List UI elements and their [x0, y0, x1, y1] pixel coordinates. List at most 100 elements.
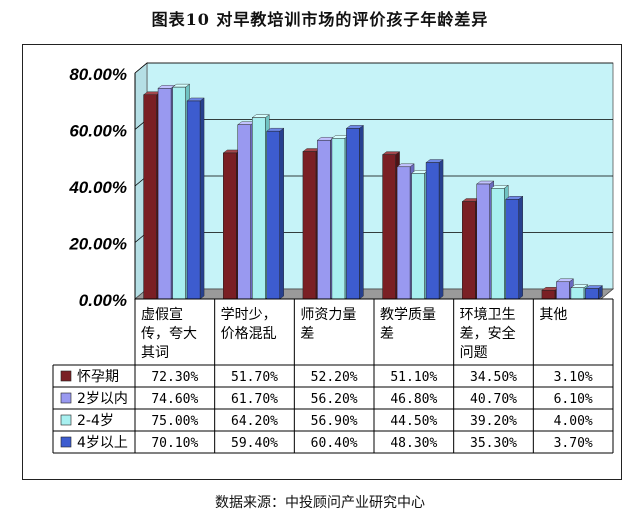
category-label-line: 师资力量	[300, 307, 356, 323]
bar-side	[359, 124, 364, 300]
data-label: 52.20%	[311, 370, 358, 385]
bar-5-3	[584, 285, 604, 300]
category-label-line: 差	[300, 326, 314, 342]
bar-4-3	[505, 195, 524, 300]
plot-back-layer	[133, 62, 615, 300]
category-label-line: 传，夸大	[141, 326, 197, 342]
bar	[570, 287, 585, 300]
gridline-side	[134, 62, 148, 74]
category-label: 学时少， 价格混乱	[221, 307, 277, 342]
bar	[237, 124, 251, 300]
bar-chart: 0.00%20.00%40.00%60.00%80.00% 虚假宣传，夸大其词学…	[52, 62, 615, 454]
category-label-line: 其词	[141, 345, 169, 361]
category-label-line: 其他	[539, 307, 567, 323]
bar	[505, 199, 519, 300]
data-label: 59.40%	[231, 436, 278, 451]
legend-label: 4岁以上	[77, 435, 128, 451]
y-tick-label: 80.00%	[69, 65, 127, 84]
y-tick-label: 0.00%	[79, 291, 127, 310]
source-note: 数据来源：中投顾问产业研究中心	[215, 495, 425, 511]
legend-swatch	[60, 436, 72, 448]
bar	[462, 201, 476, 300]
y-tick-label: 40.00%	[68, 178, 127, 197]
bar-side	[438, 159, 444, 300]
data-label: 3.70%	[554, 436, 593, 451]
data-label: 61.70%	[231, 392, 278, 407]
data-label: 6.10%	[554, 392, 593, 407]
data-label: 40.70%	[470, 392, 517, 407]
bar	[223, 152, 237, 300]
category-label-line: 问题	[460, 345, 488, 361]
data-label: 64.20%	[231, 414, 278, 429]
bar	[346, 128, 360, 300]
bar	[382, 154, 396, 300]
y-tick-label: 20.00%	[68, 235, 127, 254]
data-label: 35.30%	[470, 436, 517, 451]
legend-label: 2岁以内	[77, 391, 128, 407]
data-label: 70.10%	[151, 436, 198, 451]
bar	[157, 88, 172, 300]
category-label-line: 差	[380, 326, 394, 342]
data-label: 74.60%	[151, 392, 198, 407]
legend-label: 怀孕期	[77, 369, 119, 385]
bar-layer	[142, 83, 604, 300]
bar	[143, 94, 157, 300]
bar	[186, 100, 201, 300]
bar	[317, 139, 331, 300]
bar-side	[518, 195, 523, 300]
legend-label: 2-4岁	[77, 413, 114, 429]
chart-frame: 0.00% 20.00% 40.00% 60.00% 80.00% 虚假宣传，夸大其词学…	[22, 44, 622, 480]
bar	[556, 281, 570, 300]
bar-side	[199, 97, 205, 300]
data-label: 39.20%	[470, 414, 517, 429]
category-label: 师资力量差	[300, 307, 356, 342]
category-label: 虚假宣传，夸大其词	[141, 307, 197, 361]
bar	[266, 130, 280, 300]
data-label: 46.80%	[390, 392, 437, 407]
y-tick-label: 60.00%	[69, 122, 127, 141]
bar	[491, 188, 505, 300]
data-label: 48.30%	[390, 436, 437, 451]
bar-0-3	[186, 97, 205, 300]
category-label-line: 环境卫生	[460, 307, 516, 323]
legend-swatch	[60, 414, 72, 426]
data-label: 51.10%	[390, 370, 437, 385]
bar-1-3	[266, 127, 285, 300]
category-label-line: 价格混乱	[221, 326, 277, 342]
data-label: 3.10%	[554, 370, 593, 385]
bar	[585, 288, 599, 300]
category-label: 其他	[539, 307, 567, 323]
data-label: 56.20%	[311, 392, 358, 407]
bar-3-3	[425, 159, 444, 300]
legend-swatch	[60, 370, 72, 382]
bar	[331, 138, 346, 300]
category-label: 教学质量差	[380, 307, 436, 342]
data-label: 75.00%	[151, 414, 198, 429]
bar-side	[279, 127, 284, 300]
data-table: 虚假宣传，夸大其词学时少，价格混乱师资力量差教学质量差环境卫生差，安全问题其他怀…	[52, 298, 614, 454]
legend-swatch	[60, 392, 72, 404]
bar-2-3	[345, 124, 365, 300]
bar	[476, 183, 490, 300]
bar	[252, 117, 266, 300]
data-label: 4.00%	[554, 414, 593, 429]
data-label: 56.90%	[311, 414, 358, 429]
category-label-line: 差，安全	[460, 325, 516, 342]
data-label: 60.40%	[311, 436, 358, 451]
data-label: 44.50%	[390, 414, 437, 429]
bar	[396, 166, 411, 300]
bar	[411, 173, 425, 300]
category-label-line: 教学质量	[380, 307, 436, 323]
bar	[302, 151, 317, 300]
bar	[425, 162, 440, 300]
category-label-line: 虚假宣	[141, 307, 183, 323]
chart-title: 图表10 对早教培训市场的评价孩子年龄差异	[151, 10, 489, 29]
data-label: 72.30%	[151, 370, 198, 385]
bar	[541, 289, 556, 300]
category-label-line: 学时少，	[221, 307, 277, 323]
plot-floor	[133, 288, 615, 300]
data-label: 34.50%	[470, 370, 517, 385]
data-label: 51.70%	[231, 370, 278, 385]
category-label: 环境卫生差，安全问题	[460, 307, 516, 361]
y-tick-layer: 0.00% 20.00% 40.00% 60.00% 80.00%	[68, 65, 127, 310]
